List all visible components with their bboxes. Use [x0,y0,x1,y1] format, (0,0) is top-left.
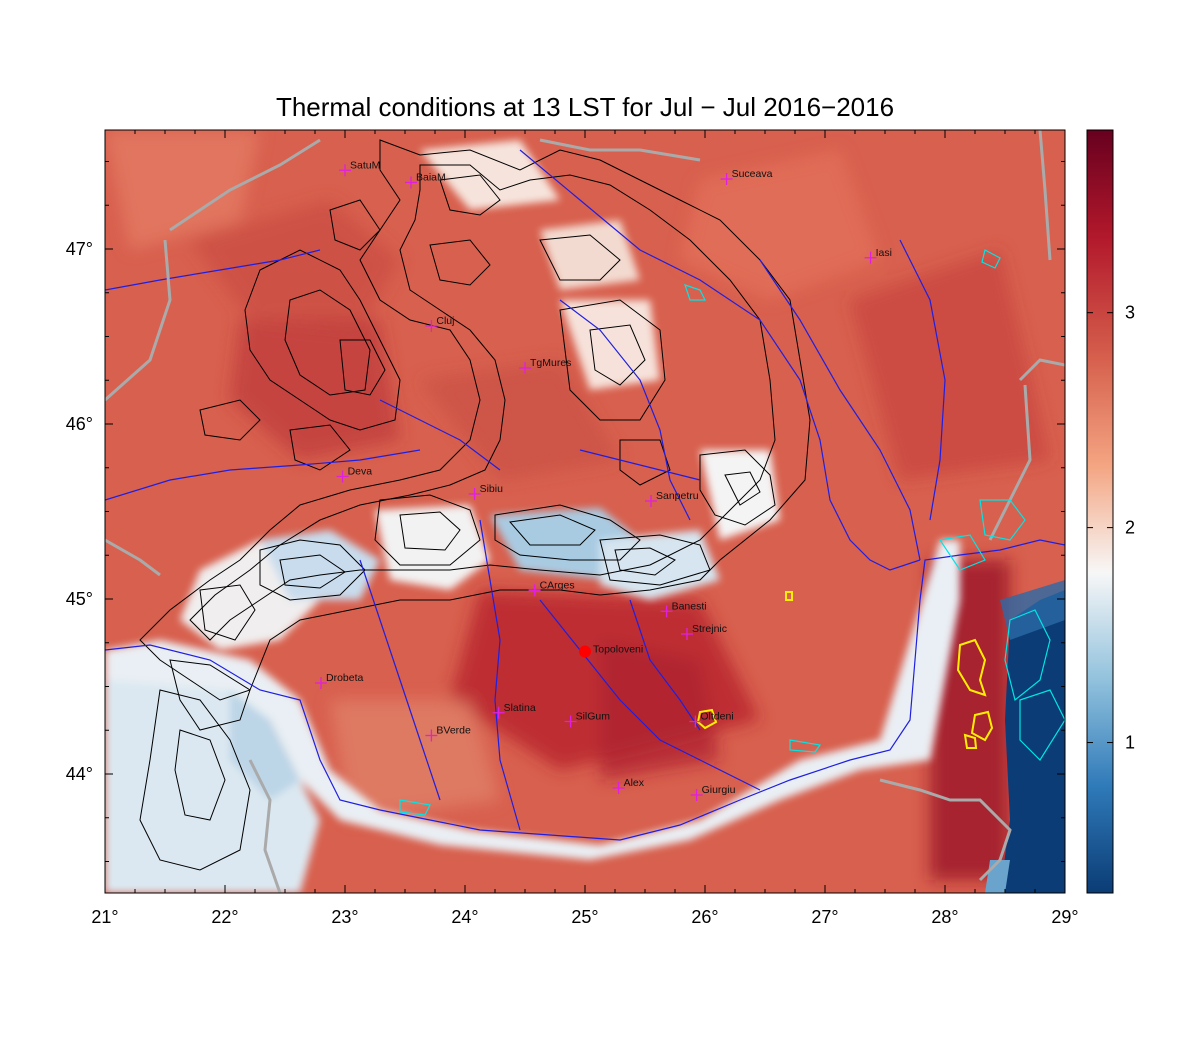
colorbar [1086,129,1114,894]
city-label: TgMures [530,357,571,369]
city-marker: BVerde [425,725,471,742]
chart-title: Thermal conditions at 13 LST for Jul − J… [275,92,895,122]
city-marker: Deva [336,466,373,483]
highlight-station-label: Topoloveni [593,644,643,656]
city-label: BVerde [436,725,471,737]
city-marker: TgMures [519,357,571,374]
city-label: Iasi [876,247,892,259]
highlight-station-dot [579,645,591,658]
city-label: Alex [624,777,645,789]
colorbar-ticks: 1 2 3 [1087,303,1135,753]
x-tick-label: 27° [811,907,838,927]
city-label: Slatina [504,702,536,714]
station-layer: Topoloveni [579,644,643,658]
thermal-map: SatuM BaiaM Suceava Iasi Cluj TgMures Deva Sibi… [105,130,1065,893]
city-marker: CArges [528,579,575,597]
city-label: Suceava [732,168,773,180]
cities-layer: SatuM BaiaM Suceava Iasi Cluj TgMures Deva Sibi… [315,159,892,801]
national-borders [105,130,1065,893]
city-marker: SilGum [564,711,611,728]
city-marker: Cluj [425,315,454,332]
x-tick-label: 26° [691,907,718,927]
city-label: Banesti [672,600,707,612]
city-label: Oltdeni [700,711,733,723]
city-label: SatuM [350,159,380,171]
city-marker: SatuM [339,159,380,177]
lakes [399,249,1065,816]
x-tick-label: 25° [571,907,598,927]
city-marker: BaiaM [405,172,446,189]
city-marker: Drobeta [315,672,364,689]
x-tick-label: 22° [211,907,238,927]
city-label: Deva [348,466,373,478]
danube-river [105,539,1065,841]
city-marker: Sibiu [468,483,504,500]
city-marker: Slatina [492,702,536,719]
x-tick-label: 23° [331,907,358,927]
colorbar-tick-label: 1 [1125,733,1135,753]
heat-field-variation [105,130,1050,880]
rivers [105,149,1065,841]
city-marker: Oltdeni [689,711,734,728]
city-marker: Strejnic [681,623,727,640]
black-sea [985,580,1065,893]
hot-contours [696,591,994,749]
y-tick-label: 44° [66,764,93,784]
city-label: Sanpetru [656,490,699,502]
x-tick-label: 29° [1051,907,1078,927]
city-marker: Sanpetru [645,490,699,507]
colorbar-tick-label: 2 [1125,518,1135,538]
city-marker: Suceava [720,168,773,185]
y-tick-label: 45° [66,589,93,609]
city-marker: Alex [612,777,645,794]
city-label: SilGum [576,711,611,723]
y-tick-label: 46° [66,414,93,434]
city-marker: Iasi [864,247,892,264]
city-marker: Banesti [660,600,707,618]
x-tick-label: 21° [91,907,118,927]
city-label: Sibiu [480,483,504,495]
city-label: Drobeta [326,672,364,684]
y-tick-label: 47° [66,239,93,259]
city-label: Giurgiu [702,784,736,796]
axis-ticks [104,130,1066,893]
city-label: Cluj [436,315,454,327]
city-label: CArges [540,579,575,591]
x-tick-label: 28° [931,907,958,927]
terrain-contours [139,139,811,871]
city-label: Strejnic [692,623,727,635]
colorbar-tick-label: 3 [1125,303,1135,323]
city-marker: Giurgiu [690,784,736,801]
y-axis-labels: 44° 45° 46° 47° [66,239,93,784]
city-label: BaiaM [416,172,446,184]
x-tick-label: 24° [451,907,478,927]
x-axis-labels: 21° 22° 23° 24° 25° 26° 27° 28° 29° [91,907,1078,927]
